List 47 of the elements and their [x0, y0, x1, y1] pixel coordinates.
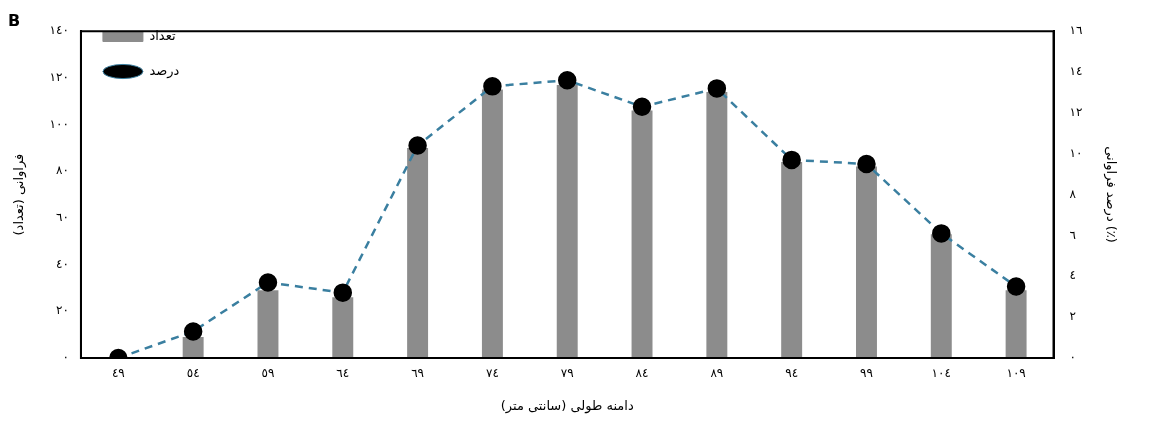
legend-label: تعداد: [149, 27, 176, 43]
x-tick-label: ٥٩: [261, 366, 275, 381]
y2-axis-title: درصد فراوانی (٪): [1102, 146, 1119, 243]
legend-label: درصد: [149, 62, 180, 79]
y-tick-label: ١٤٠: [49, 23, 69, 38]
y2-tick-label: ٦: [1069, 227, 1076, 242]
y2-tick-label: ١٦: [1069, 23, 1083, 38]
x-tick-label: ٦٤: [336, 366, 350, 381]
chart-title: B: [8, 10, 21, 30]
y2-tick-label: ٠: [1069, 350, 1076, 365]
bar: [407, 147, 429, 358]
x-tick-label: ٧٩: [560, 366, 574, 381]
x-tick-label: ٧٤: [485, 366, 499, 381]
y2-tick-label: ١٢: [1069, 105, 1083, 120]
y2-tick-label: ١٤: [1069, 64, 1083, 79]
y2-tick-label: ٨: [1069, 186, 1077, 201]
x-tick-label: ١٠٤: [931, 366, 951, 381]
x-tick-label: ٩٤: [785, 366, 799, 381]
x-axis-title: دامنه طولی (سانتی متر): [500, 397, 634, 414]
x-tick-label: ٥٤: [186, 366, 200, 381]
x-tick-label: ٨٤: [635, 366, 649, 381]
y2-tick-label: ١٠: [1069, 145, 1083, 160]
x-tick-label: ١٠٩: [1006, 366, 1026, 381]
bar: [257, 290, 279, 358]
y-tick-label: ١٠٠: [49, 116, 69, 131]
y-tick-label: ١٢٠: [49, 70, 69, 85]
y-tick-label: ٨٠: [56, 163, 69, 178]
x-tick-label: ٦٩: [411, 366, 425, 381]
bar: [1005, 290, 1027, 358]
y2-tick-label: ٤: [1069, 268, 1076, 283]
bar: [706, 91, 728, 358]
bar: [856, 166, 877, 358]
bar: [930, 234, 952, 358]
bar: [481, 89, 503, 358]
y-tick-label: ٤٠: [56, 256, 69, 271]
y-axis-title: فراوانی (تعداد): [11, 153, 28, 236]
bar: [781, 161, 803, 358]
x-tick-label: ٩٩: [860, 366, 873, 381]
bar: [631, 110, 653, 358]
y-tick-label: ٦٠: [56, 210, 69, 225]
y2-tick-label: ٢: [1069, 309, 1076, 324]
y-tick-label: ٢٠: [56, 303, 69, 318]
x-tick-label: ٤٩: [111, 366, 125, 381]
bar: [332, 297, 354, 358]
y-tick-label: ٠: [62, 350, 69, 365]
bar: [556, 84, 578, 358]
x-tick-label: ٨٩: [710, 366, 724, 381]
